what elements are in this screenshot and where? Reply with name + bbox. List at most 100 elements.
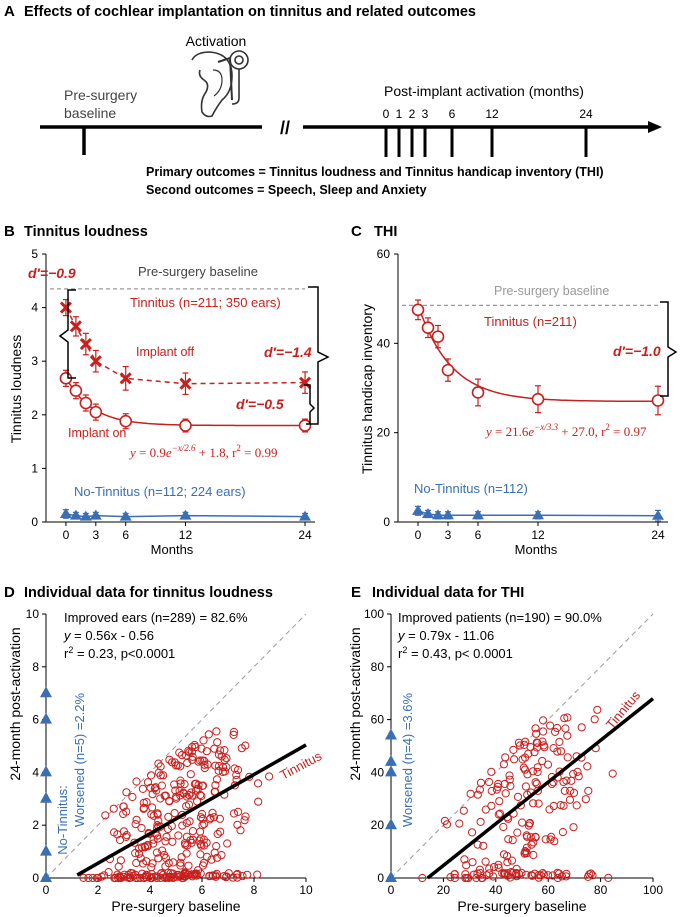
E-point-131	[503, 858, 512, 867]
E-point-1	[572, 801, 581, 810]
E-point-89	[531, 724, 540, 733]
E-point-94	[459, 806, 468, 815]
E-ytick-label-80: 80	[371, 660, 385, 674]
C-series-1-point-5	[532, 509, 544, 520]
D-point-257	[175, 748, 184, 757]
E-point-17	[495, 809, 505, 818]
E-point-104	[519, 763, 528, 772]
E-point-146	[581, 795, 590, 804]
D-point-16	[254, 797, 263, 806]
D-point-303	[146, 783, 155, 792]
D-point-38	[122, 788, 131, 797]
panel-d: D Individual data for tinnitus loudness …	[4, 584, 325, 914]
E-point-181	[473, 790, 482, 799]
E-point-60	[520, 765, 530, 774]
D-point-213	[205, 872, 214, 881]
D-point-51	[190, 779, 199, 789]
E-point-186	[501, 753, 510, 762]
E-point-135	[569, 823, 578, 832]
D-point-28	[236, 826, 245, 835]
D-point-240	[171, 786, 180, 795]
D-point-255	[190, 870, 199, 879]
E-point-44	[508, 836, 517, 845]
panel-b-letter: B	[4, 223, 15, 240]
C-series-1-point-6	[652, 509, 664, 520]
D-point-26	[188, 827, 197, 836]
D-ytick-label-4: 4	[32, 765, 39, 779]
E-point-204	[514, 869, 523, 878]
E-point-207	[562, 776, 571, 785]
E-point-109	[484, 777, 494, 787]
B-series-2-point-0	[59, 507, 72, 518]
D-point-321	[139, 804, 148, 813]
D-ytick-label-0: 0	[32, 871, 39, 885]
B-series-0-point-6	[298, 376, 312, 389]
E-point-11	[494, 779, 503, 789]
panel-c-title: THI	[374, 224, 397, 240]
panel-d-equation: y = 0.56x - 0.56	[63, 628, 154, 643]
D-point-199	[178, 821, 187, 830]
D-point-272	[214, 766, 223, 775]
D-point-324	[165, 755, 174, 764]
C-series-0-point-4	[471, 386, 485, 399]
E-point-6	[563, 753, 572, 762]
B-series-2-point-4	[119, 510, 132, 521]
D-point-233	[199, 736, 208, 745]
E-point-144	[473, 840, 482, 849]
panel-b-implant-off-label: Implant off	[136, 345, 195, 359]
D-point-186	[170, 809, 179, 818]
D-point-146	[84, 873, 93, 883]
E-point-166	[460, 855, 469, 864]
panel-d-title: Individual data for tinnitus loudness	[24, 585, 273, 601]
D-point-322	[116, 856, 126, 865]
D-point-248	[111, 873, 120, 883]
E-point-176	[577, 723, 586, 732]
B-series-1-point-3	[89, 405, 103, 419]
presurgery-label-line1: Pre-surgery	[64, 87, 137, 103]
D-point-134	[137, 823, 146, 833]
D-point-148	[219, 872, 229, 881]
D-point-112	[132, 858, 141, 868]
D-worsened-point-3	[40, 765, 52, 777]
D-point-76	[234, 807, 243, 817]
D-xtick-label-10: 10	[299, 883, 313, 897]
D-point-265	[216, 746, 225, 755]
E-worsened-point-3	[385, 754, 397, 766]
E-point-25	[450, 873, 459, 883]
D-point-286	[129, 871, 138, 880]
D-point-197	[216, 827, 225, 836]
C-series-0-point-5	[531, 392, 545, 406]
D-point-301	[152, 872, 161, 881]
panel-e-r2: r2 = 0.43, p< 0.0001	[398, 645, 513, 661]
panel-c-right-bracket	[660, 301, 678, 397]
timeline-break: //	[280, 118, 290, 138]
D-point-327	[241, 741, 250, 750]
B-xtick-label-0: 0	[63, 528, 70, 542]
D-point-66	[208, 808, 217, 818]
B-series-0-point-1	[69, 320, 82, 333]
panel-e-improved: Improved patients (n=190) = 90.0%	[398, 610, 602, 625]
E-point-10	[501, 789, 510, 798]
E-point-119	[523, 832, 532, 841]
D-point-330	[123, 873, 132, 882]
D-point-200	[240, 816, 249, 825]
C-series-1-point-4	[472, 509, 484, 520]
D-point-185	[207, 855, 216, 864]
D-point-75	[210, 744, 219, 753]
D-point-310	[183, 841, 192, 850]
panel-d-ylabel: 24-month post-activation	[7, 627, 23, 780]
D-point-79	[128, 792, 137, 802]
D-worsened-point-2	[40, 791, 52, 803]
C-xtick-label-12: 12	[531, 528, 545, 542]
E-point-191	[565, 795, 575, 804]
D-point-190	[158, 846, 167, 855]
D-point-270	[215, 814, 224, 823]
panel-b-xlabel: Months	[151, 542, 194, 557]
E-point-39	[455, 819, 464, 828]
C-xtick-label-6: 6	[475, 528, 482, 542]
D-point-209	[211, 781, 220, 790]
D-point-281	[183, 758, 192, 768]
B-series-2-point-3	[89, 509, 102, 520]
E-point-65	[521, 782, 531, 791]
D-point-313	[224, 869, 233, 878]
